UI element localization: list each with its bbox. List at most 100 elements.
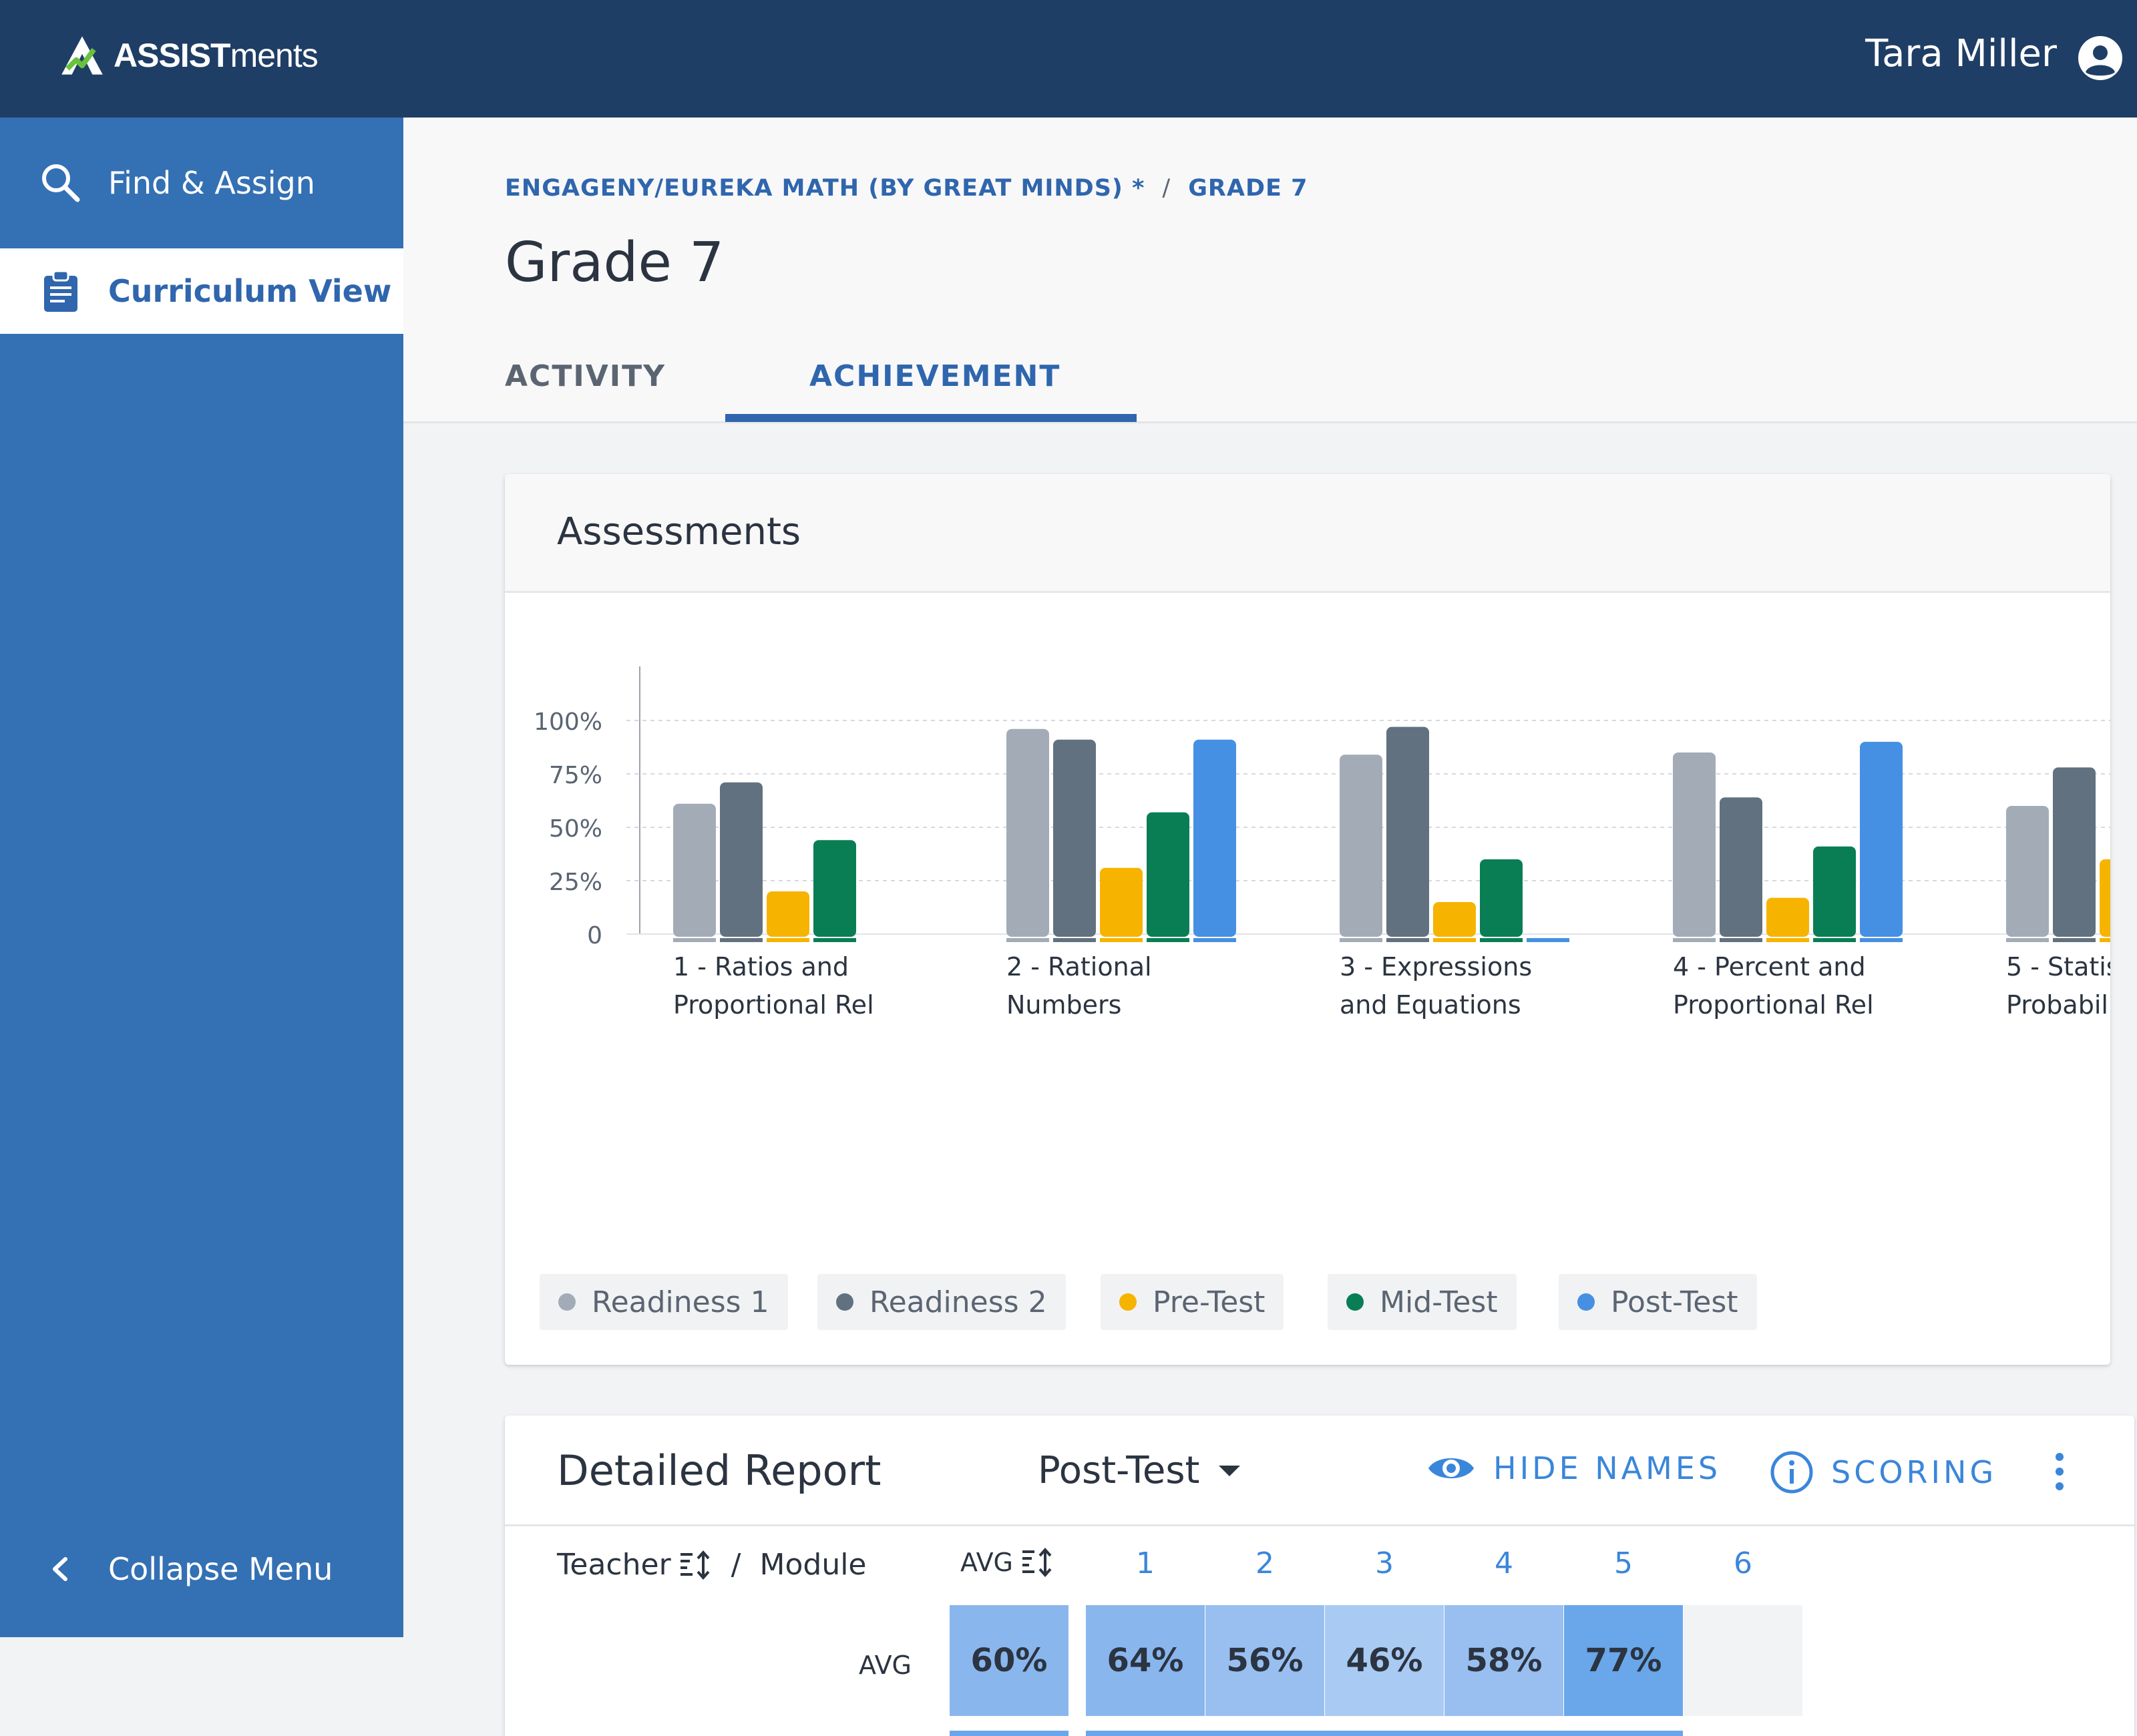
- bar-pre-test: [1433, 902, 1476, 937]
- legend-item-post-test[interactable]: Post-Test: [1559, 1274, 1757, 1330]
- module-5-header[interactable]: 5: [1614, 1546, 1633, 1580]
- legend-dot: [1119, 1293, 1137, 1311]
- active-tab-indicator: [725, 414, 1137, 422]
- collapse-menu-button[interactable]: Collapse Menu: [0, 1526, 403, 1612]
- eye-icon: [1428, 1458, 1474, 1478]
- module-4-cell[interactable]: 58%: [1444, 1605, 1563, 1716]
- assessment-filter-value: Post-Test: [1038, 1449, 1200, 1492]
- x-tick-label: 1 - Ratios and: [673, 952, 849, 982]
- sidebar-item-label: Curriculum View: [108, 273, 392, 309]
- bar-baseline: [1433, 938, 1476, 942]
- search-icon: [42, 164, 80, 202]
- assessments-card: Assessments 0 25% 50% 75% 100% 1 - Ratios and…: [505, 474, 2110, 1365]
- detailed-report-title: Detailed Report: [557, 1446, 882, 1495]
- module-column-label: Module: [759, 1548, 867, 1582]
- bar-pre-test: [767, 891, 809, 937]
- account-icon[interactable]: [2077, 35, 2124, 81]
- module-1-header[interactable]: 1: [1136, 1546, 1155, 1580]
- teacher-module-header: Teacher / Module: [557, 1548, 867, 1582]
- sidebar: Find & Assign Curriculum View Collapse M…: [0, 118, 403, 1637]
- assessment-filter-dropdown[interactable]: Post-Test: [1038, 1449, 1240, 1492]
- y-tick-label: 25%: [549, 869, 602, 896]
- x-tick-label: 3 - Expressions: [1340, 952, 1532, 982]
- breadcrumb-curriculum[interactable]: ENGAGENY/EUREKA MATH (BY GREAT MINDS) *: [505, 175, 1145, 202]
- clipboard-icon: [44, 270, 77, 312]
- module-4-header[interactable]: 4: [1495, 1546, 1513, 1580]
- scoring-button[interactable]: SCORING: [1770, 1450, 1997, 1494]
- teacher-column-label[interactable]: Teacher: [557, 1548, 671, 1582]
- x-tick-label: and Equations: [1340, 990, 1521, 1020]
- sidebar-item-curriculum-view[interactable]: Curriculum View: [0, 248, 403, 334]
- hide-names-label: HIDE NAMES: [1493, 1450, 1722, 1486]
- tab-achievement[interactable]: ACHIEVEMENT: [809, 359, 1061, 393]
- module-3-cell[interactable]: 46%: [1325, 1605, 1444, 1716]
- legend-item-readiness-1[interactable]: Readiness 1: [540, 1274, 788, 1330]
- x-tick-label: Proportional Rel: [673, 990, 874, 1020]
- x-tick-label: 2 - Rational: [1006, 952, 1152, 982]
- bar-readiness-2: [1720, 797, 1762, 937]
- tab-activity[interactable]: ACTIVITY: [505, 359, 666, 393]
- bar-baseline: [1053, 938, 1096, 942]
- legend-label: Readiness 2: [869, 1285, 1047, 1319]
- sidebar-item-find-assign[interactable]: Find & Assign: [0, 118, 403, 248]
- y-tick-label: 100%: [534, 708, 602, 736]
- more-options-icon[interactable]: [2053, 1453, 2066, 1493]
- user-name[interactable]: Tara Miller: [1865, 32, 2057, 75]
- bar-baseline: [1340, 938, 1382, 942]
- bar-baseline: [1480, 938, 1523, 942]
- sidebar-item-label: Find & Assign: [108, 165, 315, 201]
- x-tick-label: Numbers: [1006, 990, 1121, 1020]
- legend-label: Post-Test: [1611, 1285, 1738, 1319]
- avg-row-label: AVG: [859, 1651, 912, 1680]
- y-tick-label: 75%: [549, 762, 602, 789]
- x-tick-label: 4 - Percent and: [1673, 952, 1866, 982]
- assessments-chart: 0 25% 50% 75% 100% 1 - Ratios and Proportional…: [534, 666, 2110, 1020]
- legend-item-mid-test[interactable]: Mid-Test: [1328, 1274, 1517, 1330]
- avg-cell[interactable]: 60%: [950, 1605, 1068, 1716]
- assistments-logo[interactable]: ASSISTments: [60, 33, 319, 77]
- bar-baseline: [1766, 938, 1809, 942]
- page-title: Grade 7: [505, 231, 725, 294]
- bar-readiness-1: [1673, 752, 1716, 937]
- breadcrumb-grade[interactable]: GRADE 7: [1188, 175, 1308, 202]
- bar-baseline: [673, 938, 716, 942]
- bar-readiness-1: [2006, 806, 2049, 937]
- logo-text: ASSISTments: [114, 37, 319, 74]
- module-3-header[interactable]: 3: [1375, 1546, 1394, 1580]
- collapse-menu-label: Collapse Menu: [108, 1551, 333, 1587]
- bar-mid-test: [813, 840, 856, 937]
- legend-dot: [1577, 1293, 1595, 1311]
- avg-column-header[interactable]: AVG: [960, 1548, 1054, 1577]
- top-bar: ASSISTments Tara Miller: [0, 0, 2137, 118]
- legend-label: Pre-Test: [1153, 1285, 1266, 1319]
- sort-icon[interactable]: [679, 1550, 713, 1580]
- bar-baseline: [813, 938, 856, 942]
- legend-item-pre-test[interactable]: Pre-Test: [1101, 1274, 1284, 1330]
- bar-pre-test: [2100, 859, 2110, 937]
- legend-item-readiness-2[interactable]: Readiness 2: [817, 1274, 1066, 1330]
- detailed-report-header: Detailed Report Post-Test HIDE NAMES SCO…: [505, 1416, 2134, 1526]
- scoring-label: SCORING: [1831, 1454, 1997, 1490]
- bar-readiness-1: [673, 803, 716, 937]
- bar-baseline: [1147, 938, 1189, 942]
- legend-label: Mid-Test: [1380, 1285, 1498, 1319]
- module-5-cell[interactable]: 77%: [1564, 1605, 1683, 1716]
- module-1-cell[interactable]: 64%: [1086, 1605, 1205, 1716]
- y-tick-label: 50%: [549, 815, 602, 843]
- bar-readiness-2: [2053, 767, 2096, 937]
- bar-mid-test: [1813, 846, 1856, 937]
- bar-baseline: [1006, 938, 1049, 942]
- hide-names-button[interactable]: HIDE NAMES: [1426, 1450, 1721, 1486]
- bar-baseline: [2100, 938, 2110, 942]
- caret-down-icon: [1218, 1465, 1240, 1476]
- bar-mid-test: [1480, 859, 1523, 937]
- bar-baseline: [1527, 938, 1569, 942]
- bar-readiness-2: [720, 782, 763, 937]
- module-6-header[interactable]: 6: [1734, 1546, 1752, 1580]
- bar-readiness-2: [1386, 726, 1429, 937]
- column-separator: /: [731, 1548, 741, 1582]
- module-2-header[interactable]: 2: [1255, 1546, 1274, 1580]
- logo-icon: [61, 36, 103, 75]
- module-2-cell[interactable]: 56%: [1205, 1605, 1324, 1716]
- bar-post-test: [1193, 739, 1236, 937]
